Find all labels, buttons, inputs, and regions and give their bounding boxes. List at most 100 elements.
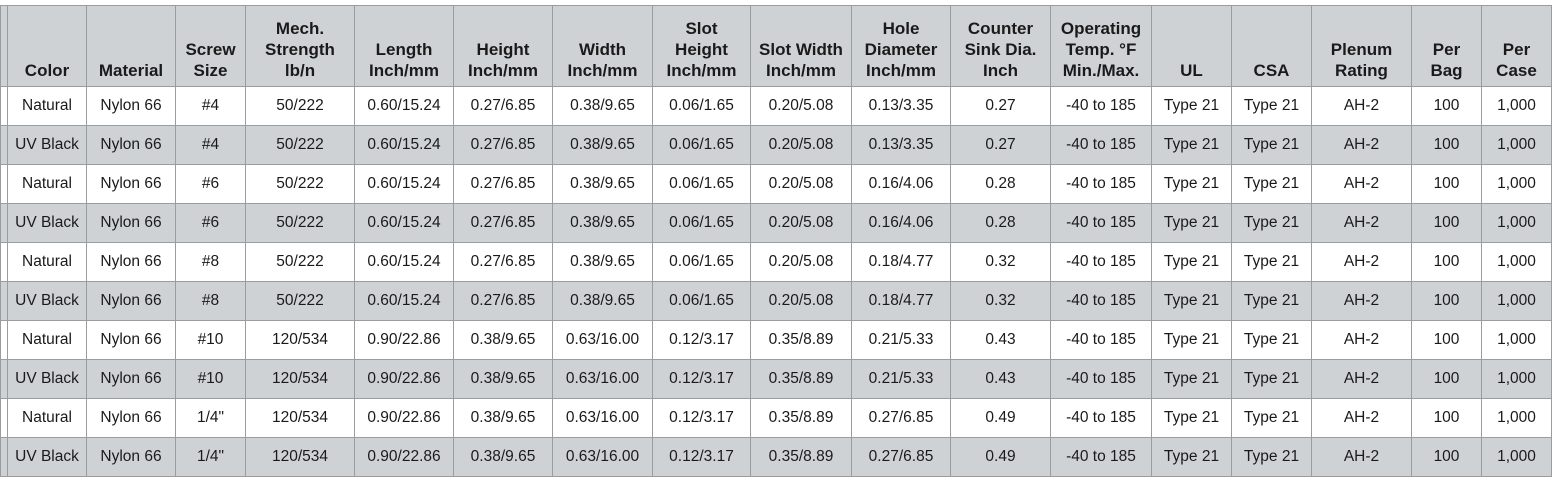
header-cell: Per Bag [1411,5,1482,87]
table-cell: Nylon 66 [86,242,176,282]
header-cell: Height Inch/mm [453,5,553,87]
header-line: Width [578,40,627,59]
header-line: Temp. °F [1065,40,1137,59]
table-cell: 0.06/1.65 [652,242,751,282]
table-cell: 0.38/9.65 [552,86,653,126]
header-line: Slot Width [759,40,843,59]
header-line: Slot [685,19,718,38]
table-cell: 100 [1411,86,1482,126]
table-cell: 1,000 [1481,281,1552,321]
table-cell: -40 to 185 [1050,164,1152,204]
header-row: Color Material Screw Size Mech. Strength lb/n L… [0,5,1552,87]
table-cell: Nylon 66 [86,164,176,204]
header-line: Per [1432,40,1461,59]
header-line: CSA [1253,61,1290,80]
header-cell [0,5,8,87]
table-cell: 0.20/5.08 [750,164,852,204]
table-cell: 0.20/5.08 [750,242,852,282]
table-container: Color Material Screw Size Mech. Strength lb/n L… [0,5,1559,481]
table-cell: 0.27/6.85 [453,242,553,282]
table-cell: 0.38/9.65 [453,359,553,399]
table-cell: 0.21/5.33 [851,320,951,360]
table-cell: -40 to 185 [1050,437,1152,477]
header-cell: Slot Height Inch/mm [652,5,751,87]
header-cell: Slot Width Inch/mm [750,5,852,87]
edge-cell [0,359,8,399]
table-cell: Type 21 [1151,437,1232,477]
edge-cell [0,125,8,165]
header-line: Height [675,40,728,59]
table-cell: 0.35/8.89 [750,320,852,360]
table-cell: 0.38/9.65 [552,203,653,243]
table-cell: #6 [175,164,246,204]
header-cell: Length Inch/mm [354,5,454,87]
table-cell: Type 21 [1151,203,1232,243]
header-line: Strength [265,40,335,59]
table-cell: 100 [1411,164,1482,204]
table-cell: 0.38/9.65 [453,320,553,360]
table-cell: #6 [175,203,246,243]
table-cell: 0.16/4.06 [851,164,951,204]
edge-cell [0,398,8,438]
header-cell: Plenum Rating [1311,5,1412,87]
table-cell: Type 21 [1151,86,1232,126]
table-row: UV Black Nylon 66 #10 120/534 0.90/22.86 0.38… [0,359,1552,399]
table-cell: 1,000 [1481,86,1552,126]
table-cell: Natural [7,242,87,282]
table-cell: 0.38/9.65 [552,242,653,282]
table-cell: Type 21 [1231,320,1312,360]
header-line: Operating [1060,19,1142,38]
edge-cell [0,437,8,477]
table-row: UV Black Nylon 66 #4 50/222 0.60/15.24 0.27/6… [0,125,1552,165]
edge-cell [0,86,8,126]
table-cell: -40 to 185 [1050,359,1152,399]
header-line: Case [1496,61,1537,80]
spec-table: Color Material Screw Size Mech. Strength lb/n L… [0,5,1552,477]
table-cell: 0.63/16.00 [552,437,653,477]
header-line: Size [193,61,228,80]
table-cell: #4 [175,125,246,165]
table-row: Natural Nylon 66 1/4" 120/534 0.90/22.86 0.38… [0,398,1552,438]
table-cell: 50/222 [245,86,355,126]
header-cell: Screw Size [175,5,246,87]
header-cell: Width Inch/mm [552,5,653,87]
table-cell: 0.27/6.85 [453,164,553,204]
table-cell: 0.27/6.85 [453,86,553,126]
table-cell: -40 to 185 [1050,281,1152,321]
header-cell: UL [1151,5,1232,87]
table-cell: 0.38/9.65 [552,164,653,204]
header-line: Material [98,61,164,80]
table-cell: 0.90/22.86 [354,320,454,360]
table-cell: 0.63/16.00 [552,359,653,399]
table-cell: 0.60/15.24 [354,281,454,321]
header-line: Sink Dia. [964,40,1037,59]
table-cell: Type 21 [1231,398,1312,438]
table-cell: 1,000 [1481,320,1552,360]
table-cell: 100 [1411,125,1482,165]
header-line: Bag [1430,61,1463,80]
table-cell: #10 [175,359,246,399]
table-cell: 0.16/4.06 [851,203,951,243]
header-line: Per [1502,40,1531,59]
header-line: Height [476,40,530,59]
table-cell: 120/534 [245,398,355,438]
table-cell: 0.12/3.17 [652,320,751,360]
table-row: Natural Nylon 66 #4 50/222 0.60/15.24 0.27/6.… [0,86,1552,126]
table-cell: UV Black [7,125,87,165]
table-cell: 0.60/15.24 [354,242,454,282]
table-cell: -40 to 185 [1050,242,1152,282]
table-cell: 0.90/22.86 [354,359,454,399]
table-cell: 0.35/8.89 [750,437,852,477]
table-cell: Nylon 66 [86,86,176,126]
header-line: Inch/mm [567,61,638,80]
table-cell: AH-2 [1311,359,1412,399]
table-cell: -40 to 185 [1050,125,1152,165]
edge-cell [0,281,8,321]
table-cell: Type 21 [1151,320,1232,360]
table-cell: AH-2 [1311,437,1412,477]
table-cell: -40 to 185 [1050,203,1152,243]
table-cell: 100 [1411,203,1482,243]
table-cell: 0.38/9.65 [453,398,553,438]
table-cell: 0.35/8.89 [750,398,852,438]
